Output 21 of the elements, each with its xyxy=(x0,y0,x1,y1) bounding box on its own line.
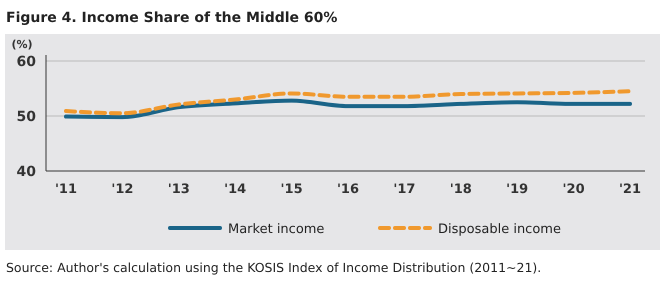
x-tick-label: '16 xyxy=(336,182,360,197)
x-tick-label: '18 xyxy=(450,182,472,197)
y-tick-label: 40 xyxy=(16,164,36,180)
x-tick-label: '15 xyxy=(280,182,303,197)
line-series xyxy=(64,89,632,116)
chart-title: Figure 4. Income Share of the Middle 60% xyxy=(6,10,338,26)
y-tick-label: 60 xyxy=(16,54,36,70)
line-series xyxy=(64,98,632,120)
legend-label: Market income xyxy=(228,222,324,237)
legend-label: Disposable income xyxy=(438,222,561,237)
y-axis-title: (%) xyxy=(11,38,33,51)
x-tick-label: '13 xyxy=(168,182,190,197)
x-tick-label: '12 xyxy=(111,182,134,197)
x-tick-label: '11 xyxy=(54,182,78,197)
x-tick-label: '14 xyxy=(224,182,246,197)
x-tick-label: '17 xyxy=(393,182,416,197)
y-tick-label: 50 xyxy=(16,109,36,125)
x-tick-label: '20 xyxy=(562,182,585,197)
x-tick-label: '21 xyxy=(618,182,642,197)
source-note: Source: Author's calculation using the KOSIS Index of Income Distribution (2011~21). xyxy=(6,260,542,275)
x-tick-label: '19 xyxy=(506,182,528,197)
